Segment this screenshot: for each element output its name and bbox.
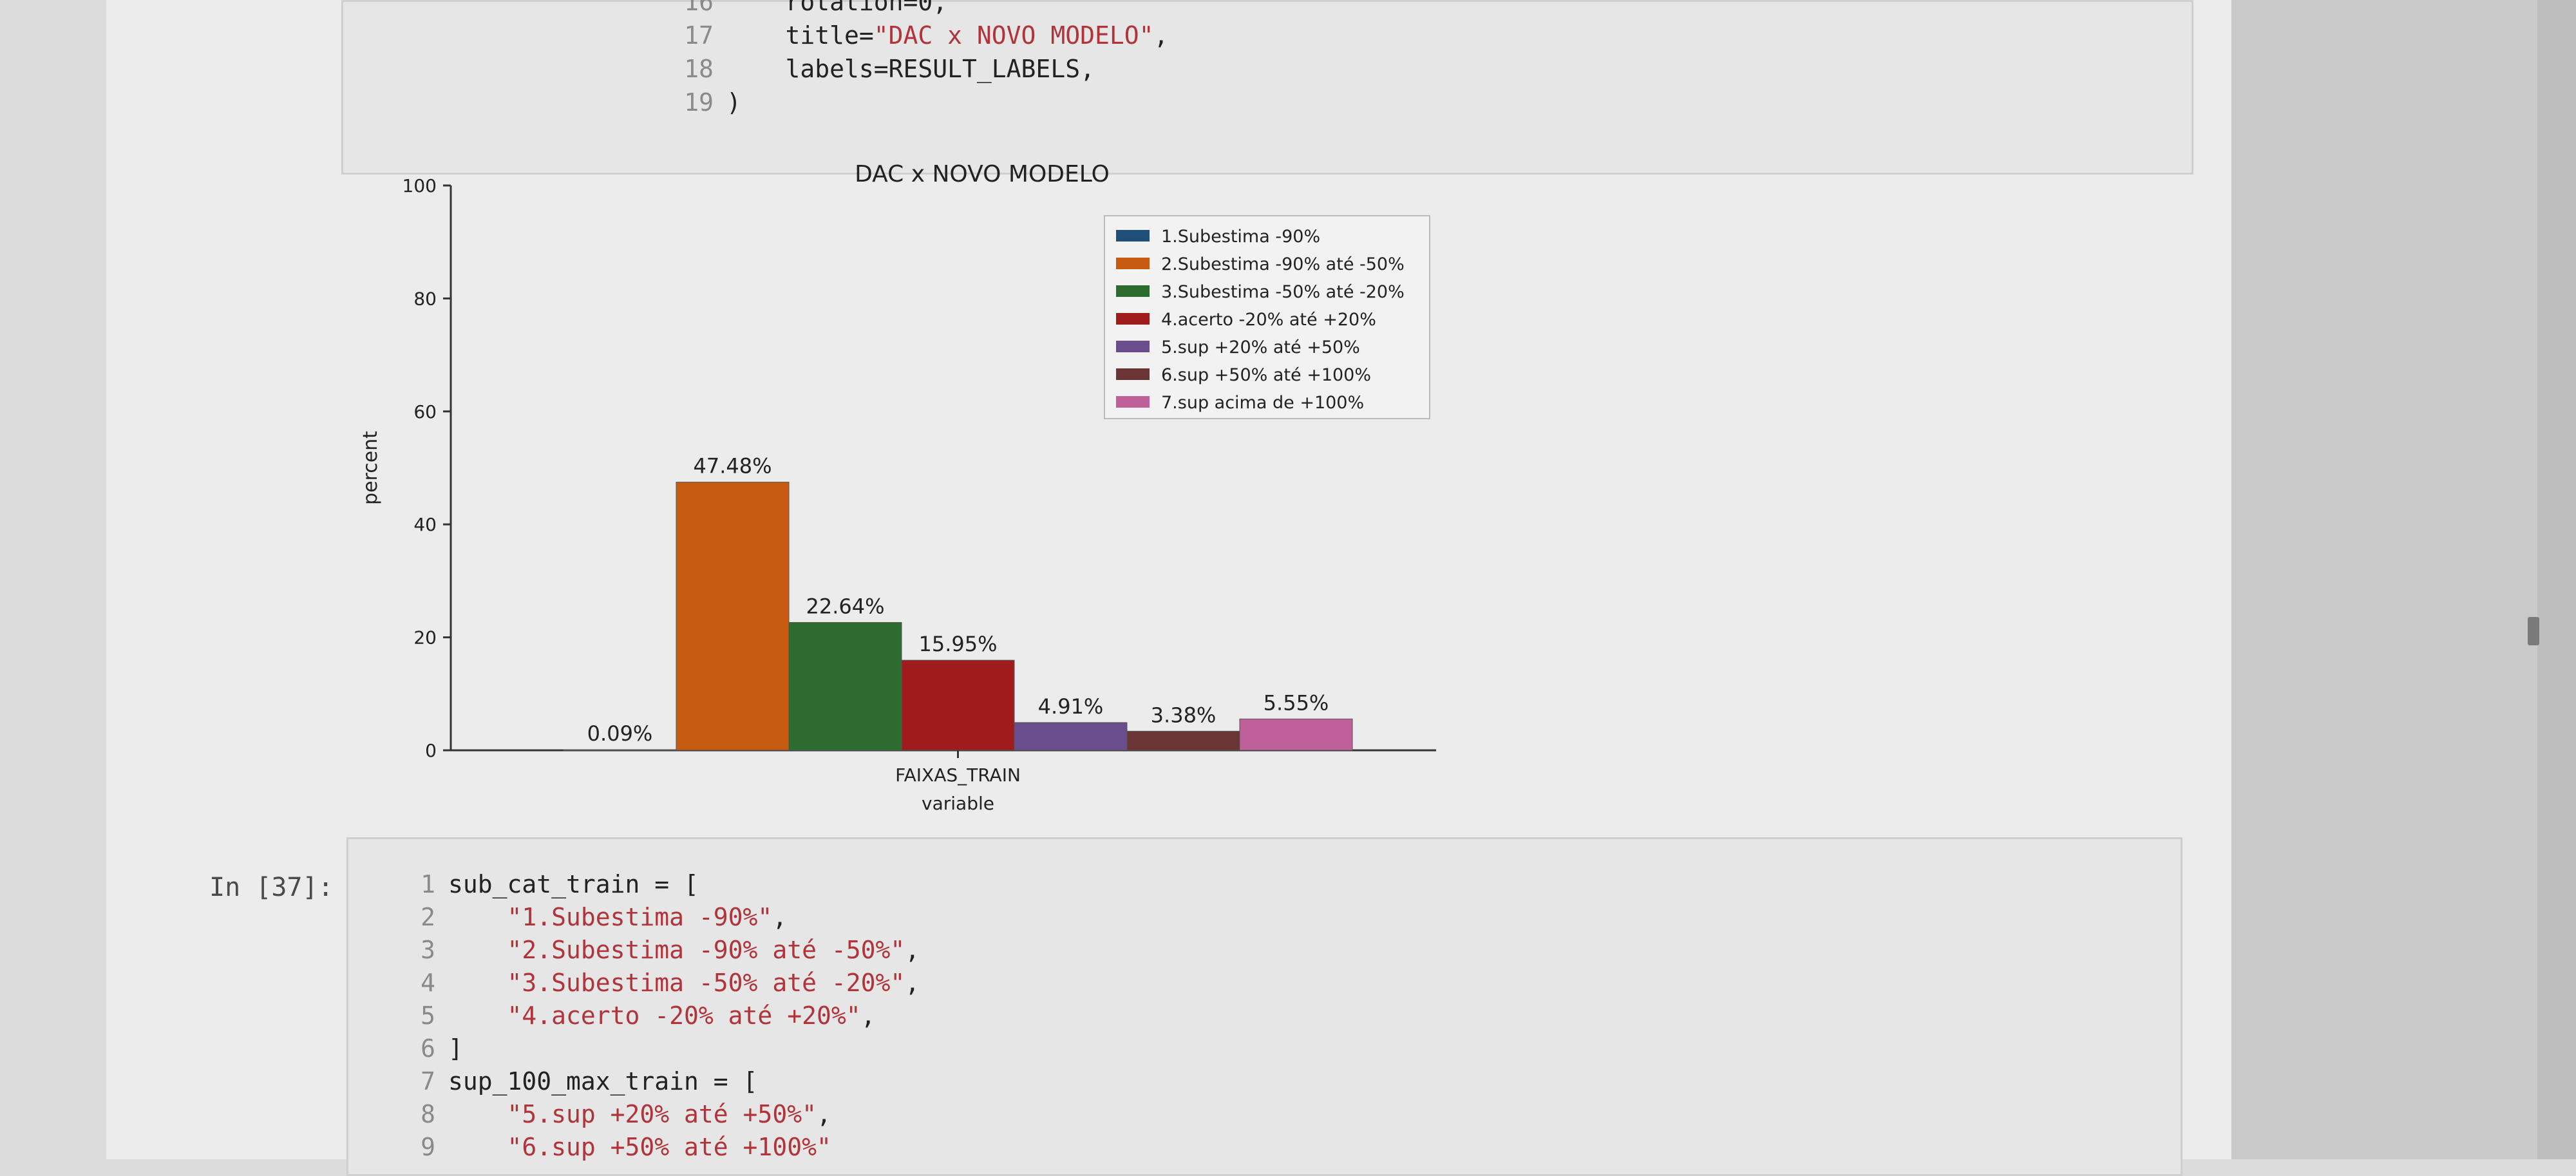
code-text: "DAC x NOVO MODELO" [873,21,1154,50]
bar-data-label: 3.38% [1151,703,1217,727]
code-cell-bottom[interactable]: 1 sub_cat_train = [2 "1.Subestima -90%", 3… [346,837,2183,1176]
y-tick-label: 0 [425,740,437,761]
legend-entry: 4.acerto -20% até +20% [1161,310,1376,330]
code-text: sub_cat_train = [ [448,870,699,898]
code-line: 17 title="DAC x NOVO MODELO", [652,19,1168,52]
code-line: 7 sup_100_max_train = [ [374,1065,757,1097]
line-number: 2 [421,903,435,931]
line-number: 17 [684,21,714,50]
code-text: sup_100_max_train = [ [448,1067,758,1095]
x-tick-label: FAIXAS_TRAIN [895,764,1021,786]
line-number: 6 [421,1034,435,1063]
code-text: , [905,969,920,997]
bar-7 [1239,718,1353,751]
line-number: 18 [684,55,714,83]
code-text: , [905,936,920,964]
bar-5 [1014,722,1128,751]
bar-data-label: 15.95% [918,632,997,656]
code-text: , [772,903,788,931]
code-text: labels=RESULT_LABELS, [726,55,1095,83]
legend-swatch [1116,285,1150,297]
line-number: 7 [421,1067,435,1095]
code-line: 4 "3.Subestima -50% até -20%", [374,967,920,999]
y-axis-label: percent [359,431,382,505]
code-text: ) [726,88,741,117]
chart-title: DAC x NOVO MODELO [855,161,1110,187]
scrollbar-thumb[interactable] [2528,617,2539,645]
code-line: 18 labels=RESULT_LABELS, [652,53,1095,85]
legend-entry: 5.sup +20% até +50% [1161,337,1360,357]
code-line: 1 sub_cat_train = [ [374,868,699,900]
y-tick-label: 100 [402,175,437,196]
legend-swatch [1116,341,1150,352]
bar-chart: 0 20 40 60 80 100 percent DAC x NOVO MODELO 0.09… [359,161,1436,814]
line-number: 1 [421,870,435,898]
code-line: 2 "1.Subestima -90%", [374,901,787,933]
y-tick-label: 40 [413,514,437,535]
legend-swatch [1116,396,1150,408]
code-line: 5 "4.acerto -20% até +20%", [374,1000,875,1032]
scrollbar-track[interactable] [2537,0,2576,1159]
code-text: rotation=0, [726,0,948,16]
code-text: , [860,1001,876,1030]
legend-swatch [1116,313,1150,325]
bar-data-label: 0.09% [587,721,653,746]
legend-swatch [1116,258,1150,269]
code-text: , [816,1100,831,1128]
bar-data-label: 5.55% [1264,690,1329,715]
right-margin-panel [2231,0,2576,1159]
code-cell-top[interactable]: 16 rotation=0, 17 title="DAC x NOVO MODEL… [341,0,2193,175]
legend-entry: 2.Subestima -90% até -50% [1161,254,1405,274]
code-text: "2.Subestima -90% até -50%" [448,936,905,964]
legend-box [1104,215,1430,419]
y-tick-label: 20 [413,627,437,649]
bar-data-label: 47.48% [693,454,772,479]
cell-prompt: In [37]: [209,873,334,902]
bar-data-label: 4.91% [1038,694,1104,719]
code-text: "4.acerto -20% até +20%" [448,1001,861,1030]
line-number: 3 [421,936,435,964]
y-tick-label: 80 [413,288,437,309]
legend-entry: 6.sup +50% até +100% [1161,365,1371,385]
code-text: "5.sup +20% até +50%" [448,1100,817,1128]
bar-4 [901,659,1015,751]
legend-entry: 1.Subestima -90% [1161,227,1320,247]
line-number: 4 [421,969,435,997]
code-text: "3.Subestima -50% até -20%" [448,969,905,997]
code-line: 6] [374,1032,463,1065]
bar-3 [788,621,902,751]
code-text: "1.Subestima -90%" [448,903,773,931]
code-text: "6.sup +50% até +100%" [448,1133,831,1161]
code-line: 19) [652,86,741,119]
bar-6 [1126,730,1240,751]
line-number: 9 [421,1133,435,1161]
line-number: 5 [421,1001,435,1030]
code-text: , [1153,21,1169,50]
legend-swatch [1116,368,1150,380]
line-number: 8 [421,1100,435,1128]
code-line: 3 "2.Subestima -90% até -50%", [374,934,920,966]
code-line: 8 "5.sup +20% até +50%", [374,1098,831,1130]
y-tick-label: 60 [413,401,437,422]
legend-swatch [1116,230,1150,242]
legend-entry: 3.Subestima -50% até -20% [1161,282,1405,302]
code-text: title= [726,21,874,50]
code-text: ] [448,1034,463,1063]
line-number: 19 [684,88,714,117]
x-axis-label: variable [922,793,994,814]
code-line: 16 rotation=0, [652,0,947,18]
bar-2 [676,482,790,751]
bar-data-label: 22.64% [806,594,884,618]
legend-entry: 7.sup acima de +100% [1161,393,1364,413]
line-number: 16 [684,0,714,16]
code-line: 9 "6.sup +50% até +100%" [374,1131,831,1163]
